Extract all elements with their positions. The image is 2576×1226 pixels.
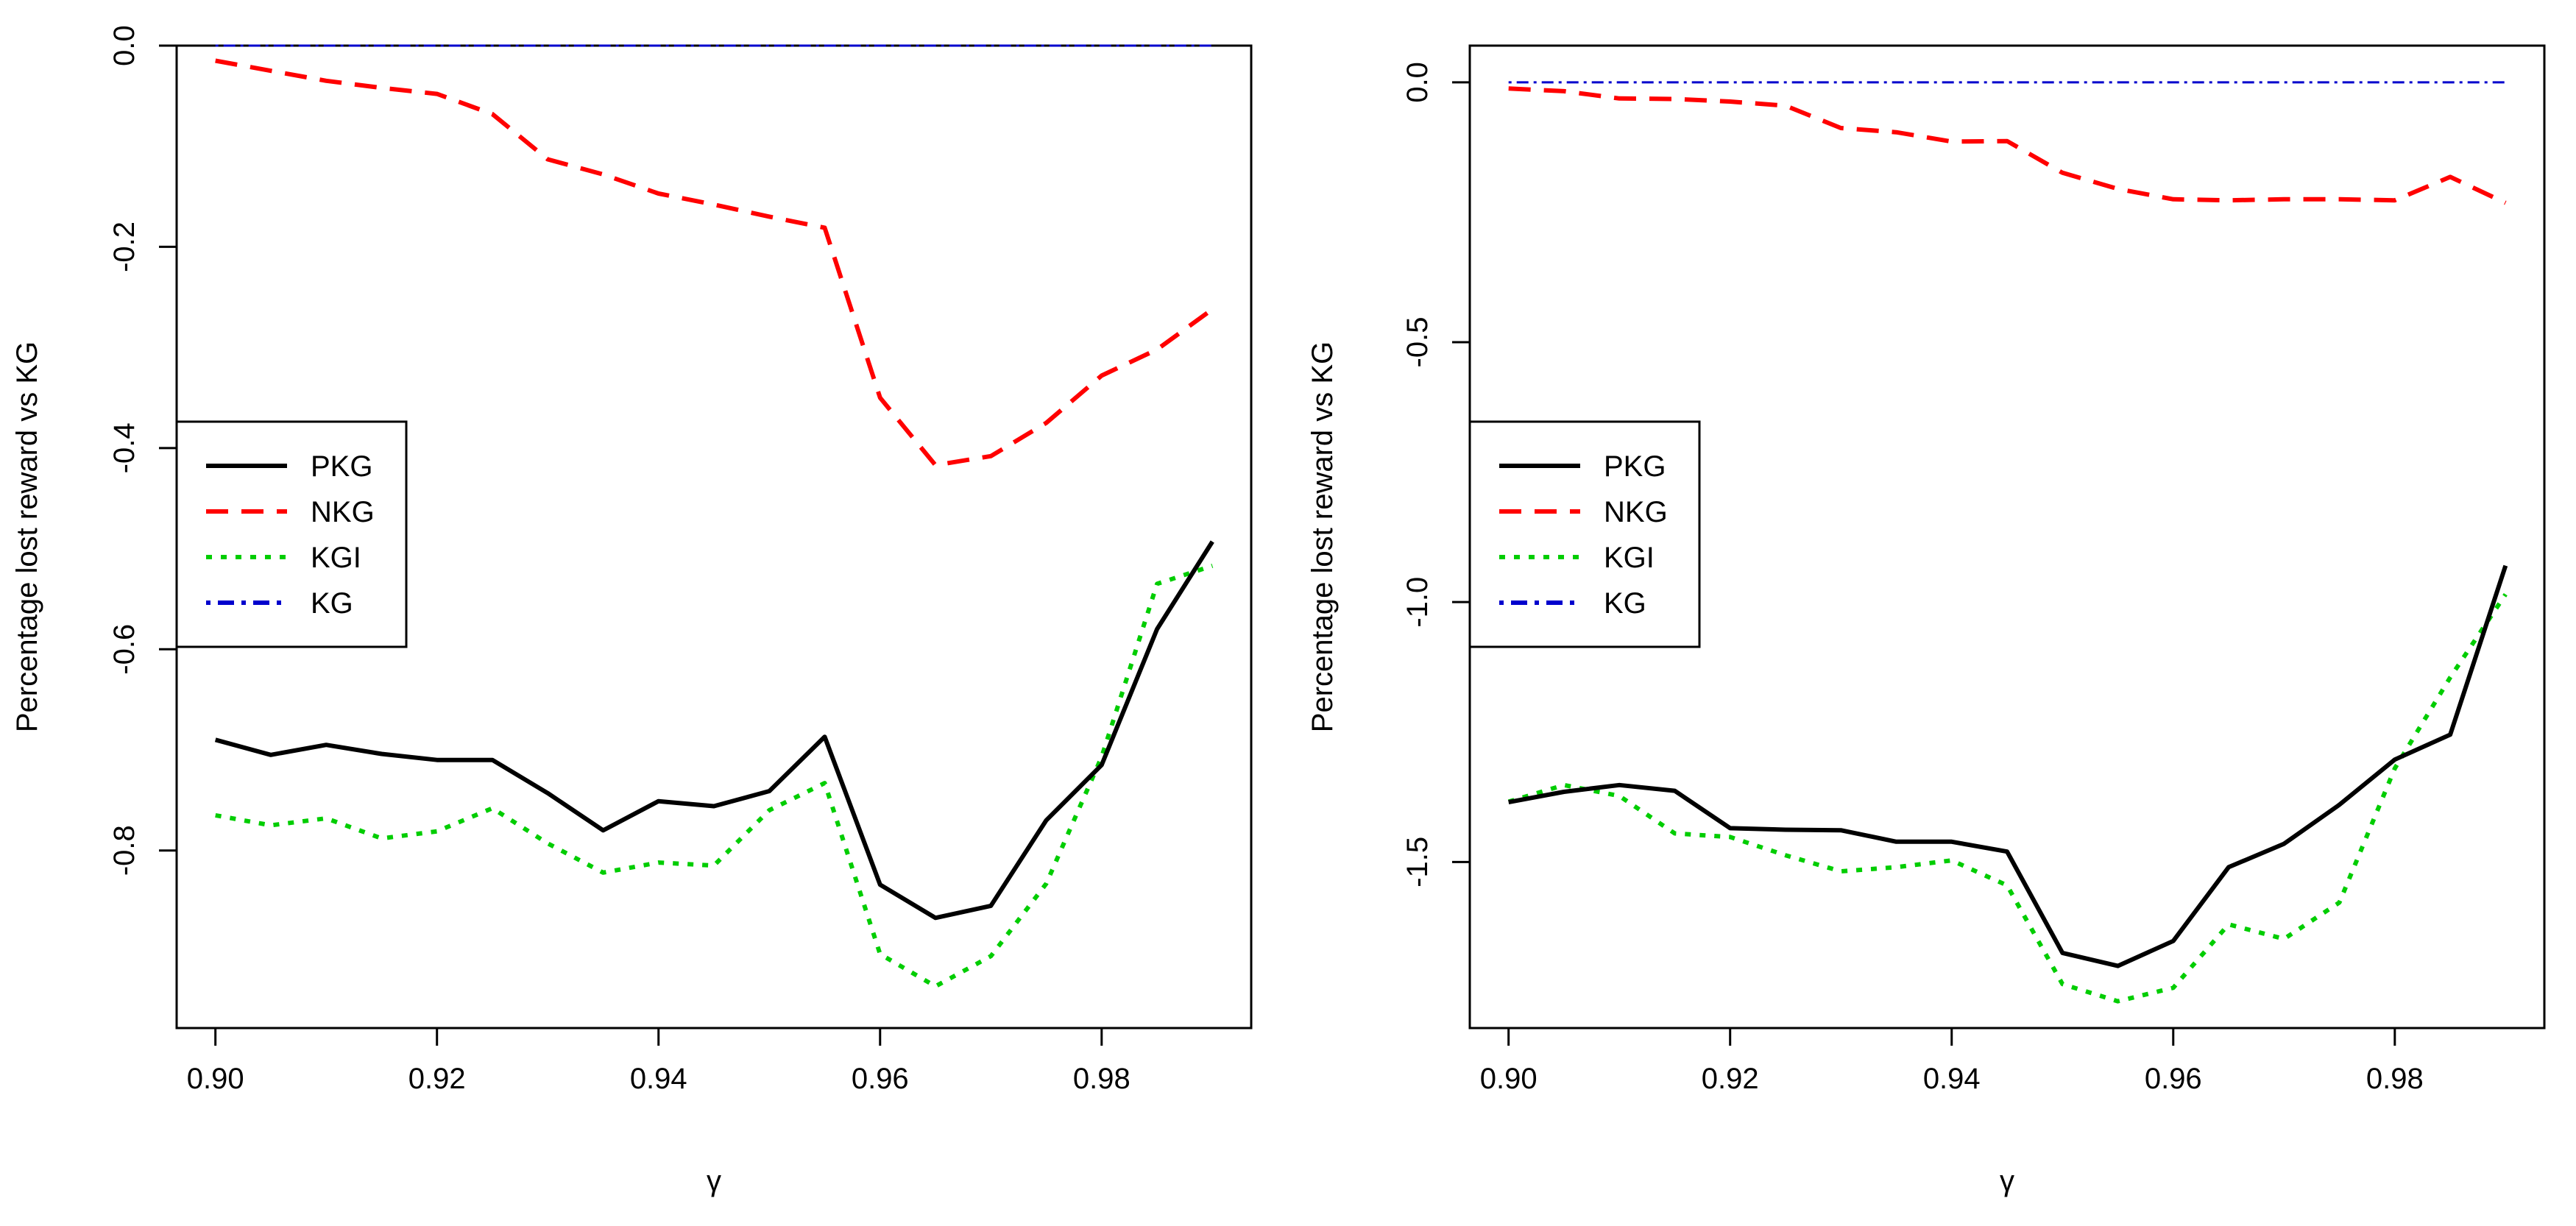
y-tick-label: -0.5 — [1401, 317, 1434, 368]
y-tick-label: -0.4 — [108, 422, 141, 473]
left-plot-panel: 0.90 0.92 0.94 0.96 0.98 0.0 -0.2 -0.4 -0.6 -0.8 γ… — [11, 25, 1253, 1197]
x-axis-label: γ — [2000, 1165, 2014, 1197]
y-tick-label: -0.2 — [108, 222, 141, 272]
legend-box — [1468, 420, 1701, 648]
y-tick-label: -0.6 — [108, 624, 141, 675]
legend-label-kgi: KGI — [1604, 542, 1655, 574]
series-line-kgi — [1507, 592, 2508, 1004]
x-tick-label: 0.90 — [1480, 1063, 1538, 1095]
x-tick-label: 0.98 — [1073, 1063, 1130, 1095]
series-line-nkg — [215, 58, 1214, 468]
y-axis-label: Percentage lost reward vs KG — [11, 341, 43, 732]
x-tick-label: 0.98 — [2366, 1063, 2424, 1095]
series-line-kgi — [215, 563, 1214, 989]
legend-label-kgi: KGI — [311, 542, 361, 574]
x-tick-label: 0.94 — [1923, 1063, 1981, 1095]
y-tick-label: -0.8 — [108, 825, 141, 876]
right-plot-panel: 0.90 0.92 0.94 0.96 0.98 0.0 -0.5 -1.0 -1.5 γ Perc… — [1306, 44, 2546, 1197]
series-line-pkg — [1508, 564, 2508, 968]
y-axis-label: Percentage lost reward vs KG — [1306, 341, 1339, 732]
x-tick-label: 0.96 — [2145, 1063, 2202, 1095]
legend-label-nkg: NKG — [1604, 496, 1668, 528]
legend-label-pkg: PKG — [1604, 450, 1666, 483]
x-tick-label: 0.96 — [852, 1063, 909, 1095]
y-tick-label: -1.0 — [1401, 577, 1434, 628]
y-tick-label: 0.0 — [108, 25, 141, 66]
y-tick-label: -1.5 — [1401, 837, 1434, 887]
series-line-nkg — [1508, 86, 2507, 205]
x-tick-label: 0.94 — [630, 1063, 687, 1095]
x-axis-label: γ — [707, 1165, 721, 1197]
legend-box — [175, 420, 408, 648]
x-tick-label: 0.92 — [408, 1063, 466, 1095]
legend-label-nkg: NKG — [311, 496, 375, 528]
x-tick-label: 0.92 — [1702, 1063, 1759, 1095]
x-tick-label: 0.90 — [187, 1063, 244, 1095]
legend-label-kg: KG — [1604, 587, 1646, 620]
y-tick-label: 0.0 — [1401, 62, 1434, 103]
series-line-pkg — [214, 540, 1214, 921]
legend-label-pkg: PKG — [311, 450, 372, 483]
legend-label-kg: KG — [311, 587, 353, 620]
